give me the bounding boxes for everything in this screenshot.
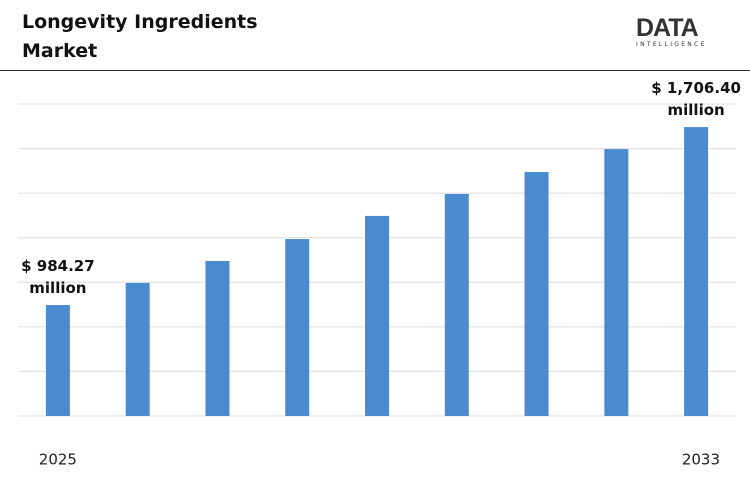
bar bbox=[45, 305, 70, 416]
logo-tagline: INTELLIGENCE bbox=[636, 41, 707, 48]
bar bbox=[125, 282, 150, 416]
bar bbox=[604, 149, 629, 416]
x-tick-label: 2025 bbox=[39, 451, 77, 469]
bar bbox=[285, 239, 310, 416]
bar bbox=[365, 215, 389, 416]
value-label: $ 984.27 million bbox=[21, 257, 95, 298]
bar bbox=[684, 127, 709, 417]
header-rule bbox=[0, 70, 750, 71]
logo: DATA INTELLIGENCE bbox=[636, 14, 730, 48]
logo-name: DATA bbox=[636, 14, 699, 42]
bar bbox=[524, 172, 549, 416]
chart-title: Longevity Ingredients Market bbox=[22, 11, 258, 62]
bar bbox=[444, 193, 469, 416]
x-tick-label: 2033 bbox=[682, 451, 720, 469]
value-label: $ 1,706.40 million bbox=[651, 79, 741, 120]
bar bbox=[205, 260, 230, 416]
